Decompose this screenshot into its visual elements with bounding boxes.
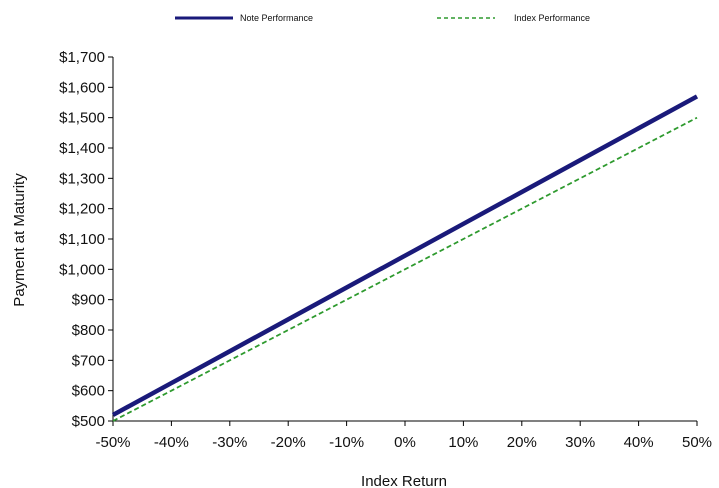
x-tick-label: -40% bbox=[154, 434, 189, 451]
x-tick-label: 30% bbox=[565, 434, 595, 451]
x-tick-label: 20% bbox=[507, 434, 537, 451]
x-tick-label: -50% bbox=[95, 434, 130, 451]
series-line-note-performance bbox=[111, 94, 699, 417]
legend-label-index: Index Performance bbox=[514, 13, 590, 23]
y-tick-label: $800 bbox=[72, 322, 105, 339]
y-tick-label: $1,000 bbox=[59, 261, 105, 278]
x-axis-label: Index Return bbox=[361, 473, 447, 488]
y-tick-label: $1,200 bbox=[59, 201, 105, 218]
y-tick-label: $1,300 bbox=[59, 170, 105, 187]
x-tick-label: -30% bbox=[212, 434, 247, 451]
x-tick-label: 0% bbox=[394, 434, 416, 451]
y-tick-label: $1,400 bbox=[59, 140, 105, 157]
x-tick-label: 50% bbox=[682, 434, 712, 451]
y-tick-label: $900 bbox=[72, 292, 105, 309]
x-tick-label: -10% bbox=[329, 434, 364, 451]
legend: Note Performance Index Performance bbox=[175, 13, 590, 23]
legend-label-note: Note Performance bbox=[240, 13, 313, 23]
x-tick-label: -20% bbox=[271, 434, 306, 451]
y-tick-label: $1,700 bbox=[59, 49, 105, 66]
x-tick-label: 10% bbox=[448, 434, 478, 451]
y-tick-label: $700 bbox=[72, 352, 105, 369]
y-axis-label: Payment at Maturity bbox=[11, 173, 28, 307]
x-tick-label: 40% bbox=[624, 434, 654, 451]
y-tick-label: $1,500 bbox=[59, 110, 105, 127]
series-line-index-performance bbox=[112, 116, 698, 422]
plot-area: $500 $600 $700 $800 $900 $1,000 $1,100 $1,200 $1… bbox=[59, 49, 712, 451]
y-tick-label: $500 bbox=[72, 413, 105, 430]
y-tick-label: $1,600 bbox=[59, 79, 105, 96]
y-tick-label: $1,100 bbox=[59, 231, 105, 248]
y-tick-label: $600 bbox=[72, 383, 105, 400]
